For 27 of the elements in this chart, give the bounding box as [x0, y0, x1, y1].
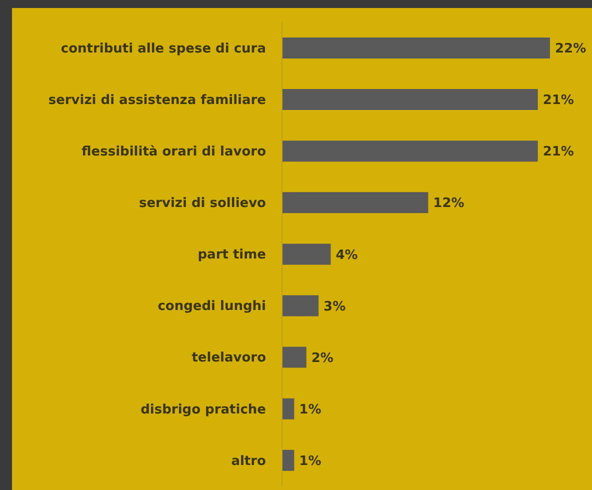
- data-label: 1%: [299, 454, 322, 470]
- data-label: 4%: [336, 248, 358, 263]
- y-tick-label: telelavoro: [192, 350, 266, 366]
- bar: [282, 295, 319, 316]
- data-label: 12%: [433, 196, 464, 212]
- bar: [282, 346, 306, 368]
- y-tick-label: congedi lunghi: [158, 299, 266, 314]
- bar: [282, 140, 538, 162]
- data-label: 21%: [542, 144, 574, 160]
- y-tick-label: servizi di sollievo: [139, 196, 266, 212]
- data-label: 22%: [555, 42, 586, 57]
- y-tick-label: altro: [231, 454, 266, 469]
- data-label: 3%: [324, 299, 346, 314]
- data-label: 1%: [299, 402, 322, 418]
- bar: [282, 37, 550, 58]
- y-tick-label: disbrigo pratiche: [140, 402, 266, 418]
- data-label: 2%: [311, 350, 334, 366]
- y-tick-label: contributi alle spese di cura: [60, 41, 266, 56]
- bar: [282, 192, 428, 214]
- y-tick-label: flessibilità orari di lavoro: [82, 144, 266, 160]
- bar: [282, 398, 294, 420]
- bar: [282, 89, 538, 110]
- bar: [282, 244, 331, 265]
- bar: [282, 450, 294, 471]
- y-tick-label: servizi di assistenza familiare: [48, 92, 266, 108]
- data-label: 21%: [542, 93, 574, 108]
- y-tick-label: part time: [198, 248, 266, 263]
